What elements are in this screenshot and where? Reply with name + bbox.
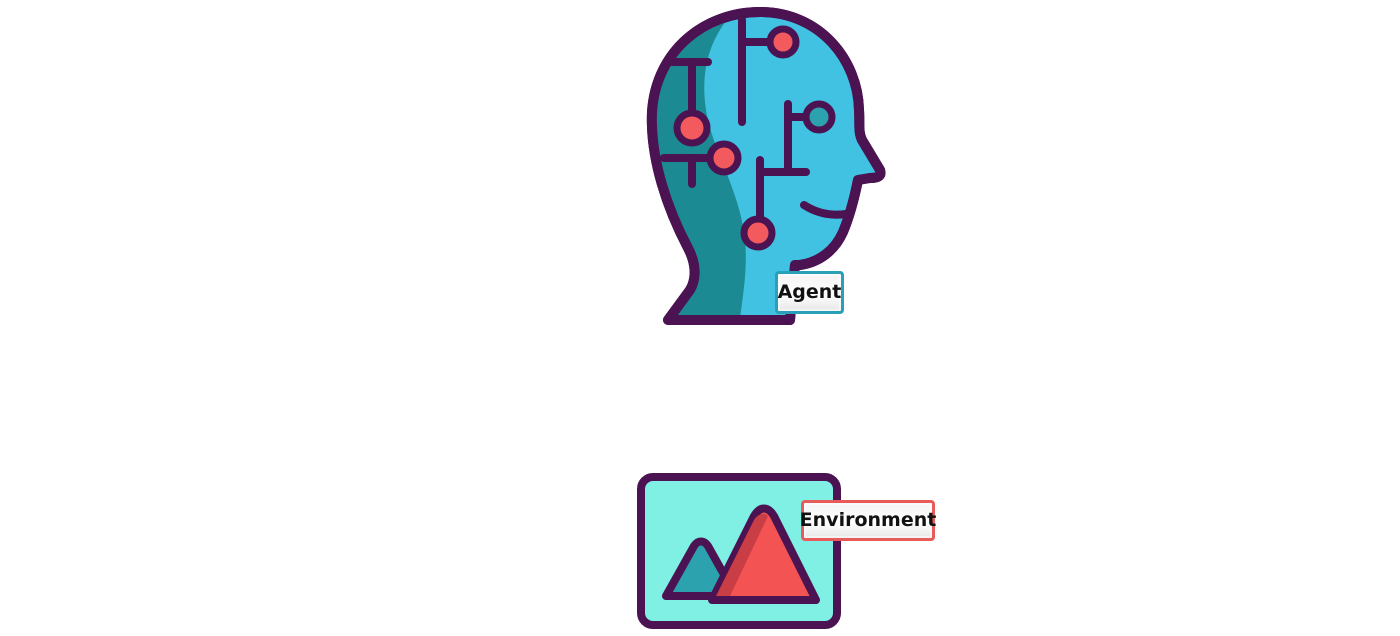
large-mountain-shade: [716, 513, 768, 596]
circuit-nodes: [673, 25, 836, 251]
agent-label-text: Agent: [777, 281, 842, 303]
agent-label: Agent: [775, 271, 844, 314]
environment-label-text: Environment: [799, 509, 937, 531]
mountain-landscape-icon: [637, 473, 841, 629]
mouth-line: [800, 201, 850, 219]
environment-label: Environment: [799, 500, 937, 541]
head-shadow: [651, 16, 746, 320]
ai-head-circuit-icon: [646, 7, 886, 325]
